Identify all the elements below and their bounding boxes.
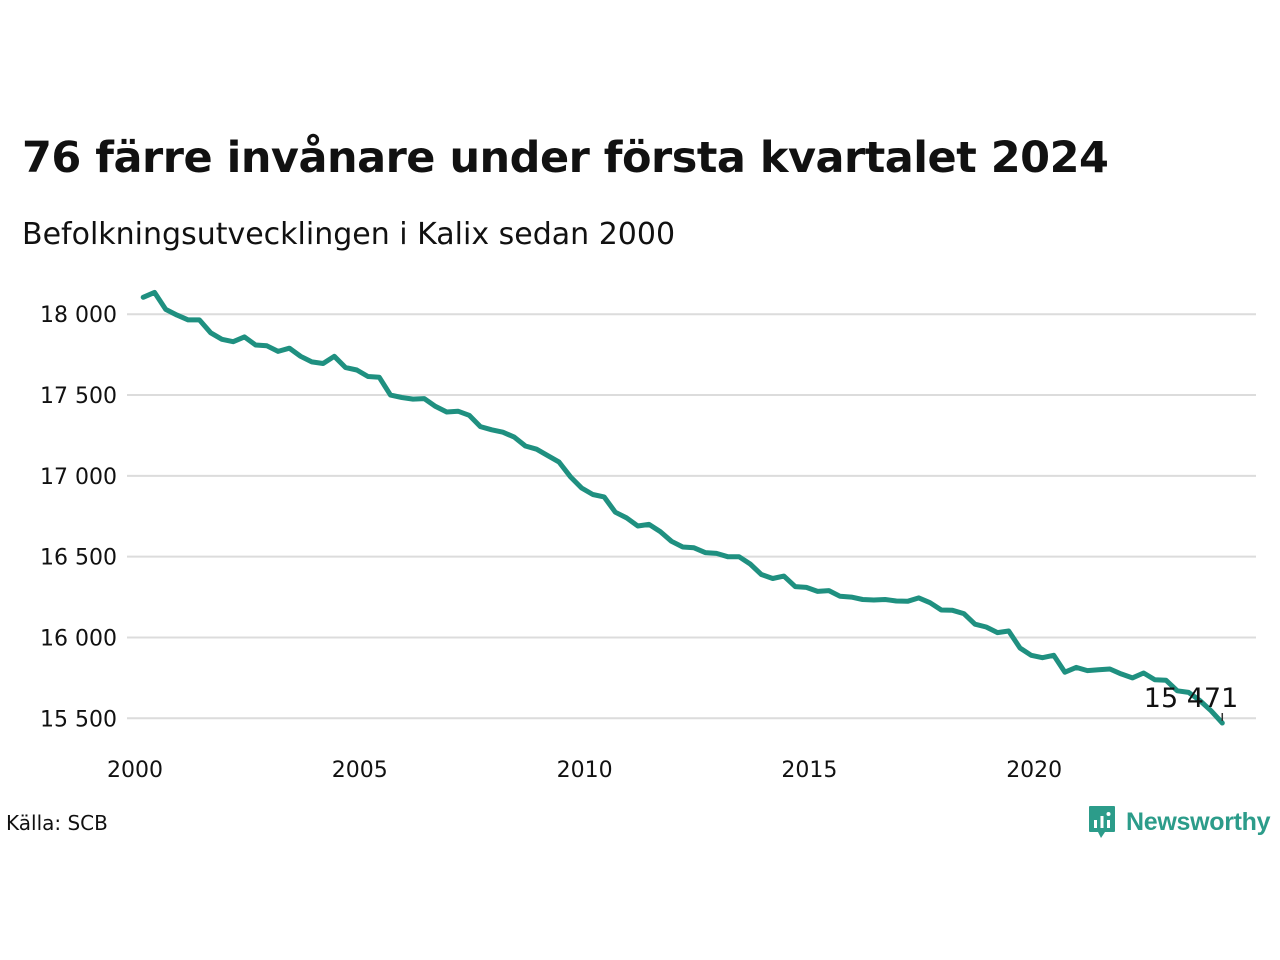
x-tick-label: 2015 <box>781 758 837 783</box>
y-axis-tick-labels: 15 500 16 000 16 500 17 000 17 500 18 000 <box>40 303 117 732</box>
gridlines <box>127 313 1256 720</box>
x-tick-label: 2000 <box>107 758 163 783</box>
data-label-layer: 15 471 <box>1144 683 1238 721</box>
x-axis-tick-labels: 2000 2005 2010 2015 2020 <box>107 758 1062 783</box>
y-tick-label: 16 000 <box>40 626 117 651</box>
chart-subtitle: Befolkningsutvecklingen i Kalix sedan 20… <box>22 217 676 252</box>
y-tick-label: 15 500 <box>40 707 117 732</box>
newsworthy-logo-icon <box>1089 806 1115 838</box>
x-tick-label: 2010 <box>557 758 613 783</box>
source-note: Källa: SCB <box>6 811 108 835</box>
brand-name: Newsworthy <box>1126 807 1271 836</box>
x-tick-label: 2020 <box>1006 758 1062 783</box>
series-layer <box>140 289 1225 726</box>
series-line-0 <box>140 289 1225 726</box>
y-tick-label: 18 000 <box>40 303 117 328</box>
chart-title: 76 färre invånare under första kvartalet… <box>22 133 1109 183</box>
end-value-label: 15 471 <box>1144 683 1238 714</box>
y-tick-label: 17 000 <box>40 465 117 490</box>
y-tick-label: 16 500 <box>40 546 117 571</box>
line-chart: 15 500 16 000 16 500 17 000 17 500 18 000 200… <box>40 289 1256 783</box>
y-tick-label: 17 500 <box>40 384 117 409</box>
brand-logo[interactable]: Newsworthy <box>1088 804 1271 840</box>
x-tick-label: 2005 <box>332 758 388 783</box>
